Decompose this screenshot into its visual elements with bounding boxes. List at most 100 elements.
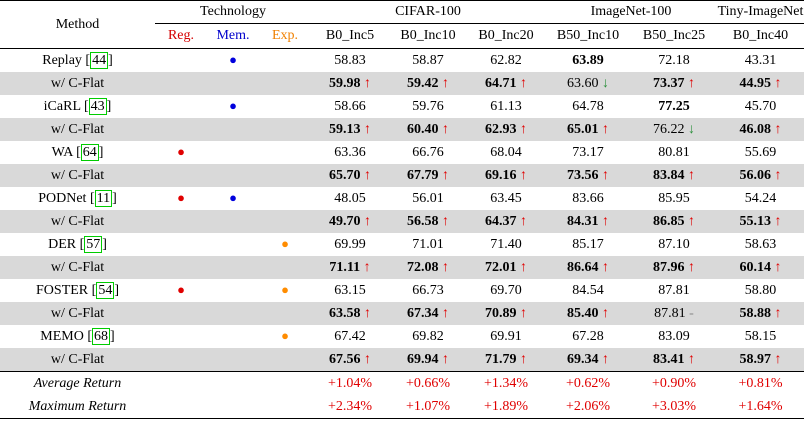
score-cell: 63.89: [545, 49, 631, 73]
score-value: 62.93: [485, 121, 517, 137]
method-cell: FOSTER [54]: [36, 281, 119, 299]
method-cell: w/ C-Flat: [0, 210, 155, 233]
score-cell: 85.40 ↑: [545, 302, 631, 325]
score-cell: 46.08 ↑: [717, 118, 804, 141]
arrow-up-icon: ↑: [520, 259, 527, 275]
score-value: 77.25: [658, 98, 690, 114]
tech-mem-cell: [207, 279, 259, 302]
tech-reg-cell: [155, 72, 207, 95]
table-row-method: iCaRL [43] ● 58.66 59.76 61.13 64.78 77.25 45.7…: [0, 95, 804, 118]
citation-link[interactable]: 64: [80, 143, 99, 161]
tech-col-mem: Mem.: [207, 23, 259, 49]
score-cell: 85.17: [545, 233, 631, 256]
score-cell: 62.82: [467, 49, 545, 73]
tech-reg-dot-icon: ●: [177, 143, 185, 159]
score-cell: 54.24: [717, 187, 804, 210]
return-value: +3.03%: [631, 395, 717, 419]
arrow-up-icon: ↑: [364, 167, 371, 183]
arrow-up-icon: ↑: [602, 305, 609, 321]
arrow-up-icon: ↑: [774, 351, 782, 367]
arrow-up-icon: ↑: [774, 121, 782, 137]
score-cell: 73.37 ↑: [631, 72, 717, 95]
method-name: w/ C-Flat: [50, 259, 105, 275]
tech-exp-cell: [259, 187, 311, 210]
imagenet-group-header: ImageNet-100: [545, 0, 717, 24]
score-value: 73.37: [653, 75, 685, 91]
score-value: 64.37: [485, 213, 517, 229]
score-value: 58.15: [744, 328, 777, 344]
score-cell: 72.08 ↑: [389, 256, 467, 279]
tech-mem-cell: ●: [207, 187, 259, 210]
score-value: 59.42: [407, 75, 439, 91]
score-cell: 45.70: [717, 95, 804, 118]
citation-link[interactable]: 57: [84, 235, 103, 253]
empty-cell: [259, 371, 311, 395]
score-value: 71.11: [329, 259, 361, 275]
citation-link[interactable]: 44: [90, 51, 109, 69]
table-row-method: DER [57] ● 69.99 71.01 71.40 85.17 87.10 58.63: [0, 233, 804, 256]
score-value: 58.83: [334, 52, 366, 68]
score-value: 71.79: [485, 351, 517, 367]
score-value: 83.84: [653, 167, 685, 183]
score-cell: 71.79 ↑: [467, 348, 545, 372]
tech-exp-cell: [259, 72, 311, 95]
arrow-up-icon: ↑: [520, 75, 527, 91]
table-row-cflat: w/ C-Flat 65.70 ↑ 67.79 ↑ 69.16 ↑ 73.56 ↑ 83.…: [0, 164, 804, 187]
score-cell: 58.87: [389, 49, 467, 73]
score-value: 69.99: [334, 236, 366, 252]
tech-mem-cell: [207, 141, 259, 164]
score-cell: 70.89 ↑: [467, 302, 545, 325]
score-cell: 67.79 ↑: [389, 164, 467, 187]
score-cell: 69.99: [311, 233, 389, 256]
score-cell: 66.73: [389, 279, 467, 302]
score-value: 65.01: [567, 121, 599, 137]
score-cell: 71.40: [467, 233, 545, 256]
tech-exp-cell: [259, 348, 311, 372]
score-value: 59.76: [412, 98, 444, 114]
tech-mem-cell: [207, 210, 259, 233]
empty-cell: [207, 395, 259, 419]
arrow-up-icon: ↑: [520, 121, 527, 137]
return-label: Average Return: [0, 371, 155, 395]
score-value: 87.96: [653, 259, 685, 275]
citation-link[interactable]: 43: [88, 97, 107, 115]
score-value: 76.22: [653, 121, 685, 137]
return-value: +2.06%: [545, 395, 631, 419]
empty-cell: [155, 395, 207, 419]
arrow-up-icon: ↑: [774, 167, 782, 183]
table-row-method: MEMO [68] ● 67.42 69.82 69.91 67.28 83.09 58.15: [0, 325, 804, 348]
score-value: 46.08: [739, 121, 772, 137]
header-row-groups: Method Technology CIFAR-100 ImageNet-100…: [0, 0, 804, 49]
score-value: 59.13: [329, 121, 361, 137]
table-row-method: PODNet [11] ● ● 48.05 56.01 63.45 83.66 85.95 54…: [0, 187, 804, 210]
tech-mem-cell: [207, 118, 259, 141]
arrow-up-icon: ↑: [602, 121, 609, 137]
method-cell: w/ C-Flat: [0, 72, 155, 95]
score-value: 67.42: [334, 328, 366, 344]
method-cell: Replay [44]: [42, 51, 113, 69]
arrow-up-icon: ↑: [688, 167, 695, 183]
method-name: Replay: [42, 52, 82, 68]
setting-header: B0_Inc40: [717, 23, 804, 49]
score-cell: 60.40 ↑: [389, 118, 467, 141]
score-value: 70.89: [485, 305, 517, 321]
empty-cell: [155, 371, 207, 395]
score-value: 60.14: [739, 259, 772, 275]
score-cell: 59.42 ↑: [389, 72, 467, 95]
arrow-down-icon: ↓: [602, 75, 609, 91]
method-name: DER: [48, 236, 77, 252]
score-value: 83.09: [658, 328, 690, 344]
tech-reg-cell: ●: [155, 187, 207, 210]
tech-col-reg: Reg.: [155, 23, 207, 49]
citation-link[interactable]: 68: [92, 327, 111, 345]
arrow-up-icon: ↑: [774, 305, 782, 321]
score-value: 61.13: [490, 98, 522, 114]
score-value: 58.97: [739, 351, 772, 367]
citation-link[interactable]: 54: [96, 281, 115, 299]
arrow-up-icon: ↑: [774, 213, 782, 229]
citation-link[interactable]: 11: [94, 189, 113, 207]
setting-header: B50_Inc10: [545, 23, 631, 49]
score-value: 73.17: [572, 144, 604, 160]
score-cell: 86.64 ↑: [545, 256, 631, 279]
